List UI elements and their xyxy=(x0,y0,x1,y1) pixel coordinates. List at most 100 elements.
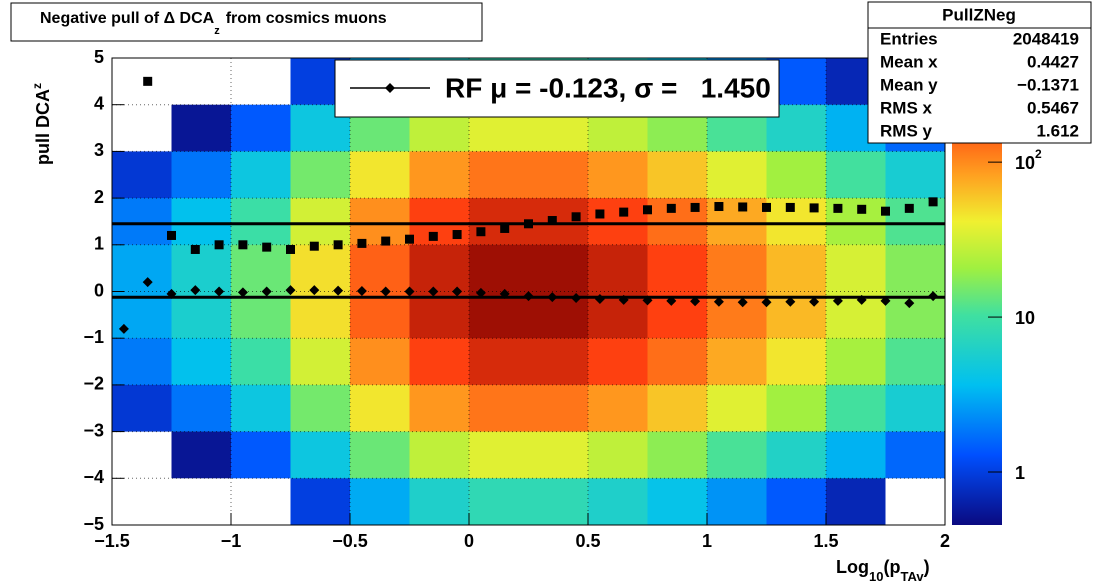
cell xyxy=(290,198,351,246)
x-tick-label: −1.5 xyxy=(94,531,130,551)
cell xyxy=(469,244,529,292)
y-tick-label: −3 xyxy=(83,420,104,440)
cell xyxy=(350,198,410,246)
diamond-marker xyxy=(880,295,891,306)
cell xyxy=(528,151,589,199)
cell xyxy=(112,338,172,386)
diamond-marker xyxy=(809,296,820,307)
stats-label: RMS y xyxy=(880,121,933,140)
y-tick-label: 1 xyxy=(94,234,104,254)
cell xyxy=(350,151,410,199)
cell xyxy=(707,338,767,386)
cell xyxy=(112,478,172,526)
square-marker xyxy=(595,209,605,219)
cell xyxy=(231,244,291,292)
cell xyxy=(290,338,351,386)
cell xyxy=(112,431,172,479)
diamond-marker xyxy=(523,291,534,302)
cell xyxy=(409,244,470,292)
cell xyxy=(826,151,886,199)
cell xyxy=(171,244,232,292)
square-marker xyxy=(357,238,367,248)
cell xyxy=(350,338,410,386)
cell xyxy=(469,338,529,386)
cell xyxy=(647,431,708,479)
cell xyxy=(409,384,470,433)
stats-title: PullZNeg xyxy=(942,5,1016,24)
diamond-marker xyxy=(380,286,391,297)
diamond-marker xyxy=(547,292,558,303)
cell xyxy=(766,478,827,526)
cell xyxy=(112,104,172,152)
cell xyxy=(826,384,886,433)
square-marker xyxy=(333,240,343,250)
cell xyxy=(647,151,708,199)
diamond-marker xyxy=(214,286,225,297)
profile xyxy=(112,76,945,334)
cell xyxy=(171,151,232,199)
stats-label: RMS x xyxy=(880,98,933,117)
cell xyxy=(350,291,410,339)
cell xyxy=(409,291,470,339)
square-marker xyxy=(666,203,676,213)
cell xyxy=(231,431,291,479)
cell xyxy=(231,151,291,199)
cell xyxy=(766,151,827,199)
square-marker xyxy=(309,241,319,251)
square-marker xyxy=(643,205,652,215)
square-marker xyxy=(452,230,462,240)
diamond-marker xyxy=(856,294,867,305)
cell xyxy=(350,384,410,433)
diamond-marker xyxy=(690,296,701,307)
cell xyxy=(171,104,232,152)
y-axis-label: pull DCAz xyxy=(30,83,53,165)
diamond-marker xyxy=(666,295,677,306)
cell xyxy=(528,431,589,479)
title-box xyxy=(10,2,483,42)
diamond-marker xyxy=(713,296,724,307)
diamond-marker xyxy=(499,288,510,299)
square-marker xyxy=(714,202,724,212)
cell xyxy=(707,478,767,526)
cell xyxy=(647,338,708,386)
cell xyxy=(885,244,946,292)
cell xyxy=(707,431,767,479)
square-marker xyxy=(238,240,248,250)
diamond-marker xyxy=(452,286,463,297)
cell xyxy=(469,151,529,199)
diamond-marker xyxy=(118,323,129,334)
square-marker xyxy=(738,202,748,212)
cell xyxy=(409,338,470,386)
cell xyxy=(647,384,708,433)
cell xyxy=(350,478,410,526)
diamond-marker xyxy=(404,286,415,297)
diamond-marker xyxy=(571,293,582,304)
cell xyxy=(231,478,291,526)
x-tick-label: −0.5 xyxy=(332,531,368,551)
cell xyxy=(707,384,767,433)
square-marker xyxy=(619,207,629,217)
cell xyxy=(469,384,529,433)
square-marker xyxy=(904,203,914,213)
y-tick-label: −4 xyxy=(83,467,104,487)
diamond-marker xyxy=(475,287,486,298)
square-marker xyxy=(547,216,557,226)
x-tick-label: −1 xyxy=(221,531,242,551)
square-marker xyxy=(190,244,200,254)
cell xyxy=(469,431,529,479)
square-marker xyxy=(857,204,867,214)
y-tick-label: 3 xyxy=(94,140,104,160)
cell xyxy=(469,478,529,526)
chart-title: Negative pull of Δ DCAzfrom cosmics muon… xyxy=(40,10,387,37)
diamond-marker xyxy=(904,298,915,309)
cell xyxy=(885,151,946,199)
cell xyxy=(112,198,172,246)
cell xyxy=(885,478,946,526)
cell xyxy=(112,58,172,106)
stats-label: Mean y xyxy=(880,75,938,94)
cell xyxy=(171,338,232,386)
cell xyxy=(231,384,291,433)
cell xyxy=(409,151,470,199)
square-marker xyxy=(809,203,819,213)
diamond-marker xyxy=(261,286,272,297)
